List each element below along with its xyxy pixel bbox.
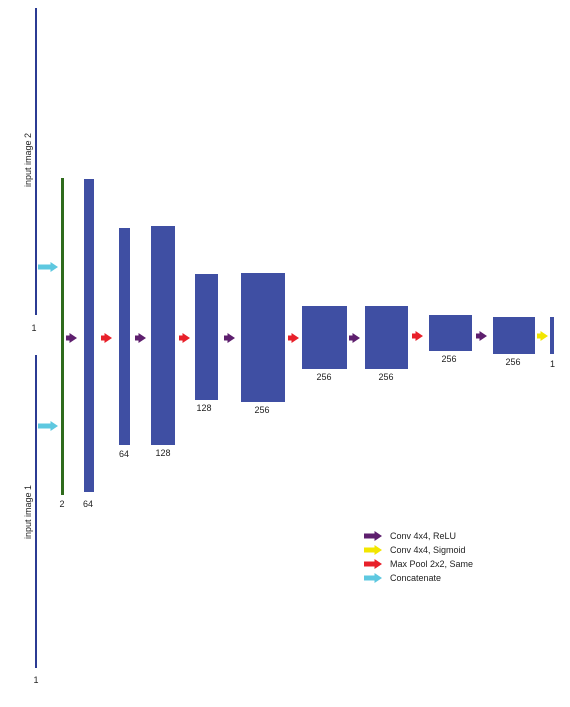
layer-conv1-channels: 64 (83, 499, 93, 509)
layer-pool1-channels: 64 (119, 449, 129, 459)
layer-output-channels: 1 (550, 359, 555, 369)
concatenate-arrow-shape (38, 262, 58, 272)
input-image-2-channels: 1 (31, 323, 36, 333)
concat-layer (61, 178, 64, 495)
arrow-max-pool-icon (412, 331, 423, 341)
legend-arrow-concatenate-icon (364, 573, 382, 583)
layer-conv4-channels: 256 (378, 372, 393, 382)
input-image-1-channels: 1 (33, 675, 38, 685)
legend: Conv 4x4, ReLU Conv 4x4, Sigmoid Max Poo… (364, 531, 473, 583)
conv-relu-arrow-shape (224, 333, 235, 343)
conv-sigmoid-arrow-shape (364, 545, 382, 555)
arrow-conv-relu-icon (224, 333, 235, 343)
layer-pool2-channels: 128 (196, 403, 211, 413)
max-pool-arrow-shape (412, 331, 423, 341)
conv-sigmoid-arrow-shape (537, 331, 548, 341)
max-pool-arrow-shape (364, 559, 382, 569)
legend-label-conv-relu: Conv 4x4, ReLU (390, 531, 456, 541)
arrow-max-pool-icon (179, 333, 190, 343)
layer-conv2-channels: 128 (155, 448, 170, 458)
layer-conv3 (241, 273, 285, 402)
arrow-concatenate-icon (38, 421, 58, 431)
arrow-max-pool-icon (288, 333, 299, 343)
layer-pool4-channels: 256 (441, 354, 456, 364)
arrow-conv-relu-icon (476, 331, 487, 341)
max-pool-arrow-shape (101, 333, 112, 343)
input-image-2-layer (35, 8, 37, 315)
legend-label-conv-sigmoid: Conv 4x4, Sigmoid (390, 545, 466, 555)
layer-output (550, 317, 554, 354)
arrow-conv-relu-icon (349, 333, 360, 343)
layer-conv4 (365, 306, 408, 369)
layer-pool4 (429, 315, 472, 351)
layer-conv1 (84, 179, 94, 492)
concatenate-arrow-shape (364, 573, 382, 583)
conv-relu-arrow-shape (135, 333, 146, 343)
max-pool-arrow-shape (179, 333, 190, 343)
legend-arrow-max-pool-icon (364, 559, 382, 569)
concat-layer-channels: 2 (59, 499, 64, 509)
arrow-conv-relu-icon (135, 333, 146, 343)
arrow-conv-sigmoid-icon (537, 331, 548, 341)
layer-pool1 (119, 228, 130, 445)
conv-relu-arrow-shape (66, 333, 77, 343)
layer-conv3-channels: 256 (254, 405, 269, 415)
layer-conv5 (493, 317, 535, 354)
input-image-1-label: input image 1 (23, 485, 33, 539)
conv-relu-arrow-shape (349, 333, 360, 343)
layer-conv5-channels: 256 (505, 357, 520, 367)
max-pool-arrow-shape (288, 333, 299, 343)
layer-pool3 (302, 306, 347, 369)
arrow-max-pool-icon (101, 333, 112, 343)
legend-arrow-conv-sigmoid-icon (364, 545, 382, 555)
conv-relu-arrow-shape (476, 331, 487, 341)
arrow-concatenate-icon (38, 262, 58, 272)
concatenate-arrow-shape (38, 421, 58, 431)
legend-label-max-pool: Max Pool 2x2, Same (390, 559, 473, 569)
arrow-conv-relu-icon (66, 333, 77, 343)
conv-relu-arrow-shape (364, 531, 382, 541)
layer-pool2 (195, 274, 218, 400)
input-image-2-label: input image 2 (23, 133, 33, 187)
layer-pool3-channels: 256 (316, 372, 331, 382)
legend-label-concatenate: Concatenate (390, 573, 441, 583)
legend-arrow-conv-relu-icon (364, 531, 382, 541)
layer-conv2 (151, 226, 175, 445)
input-image-1-layer (35, 355, 37, 668)
